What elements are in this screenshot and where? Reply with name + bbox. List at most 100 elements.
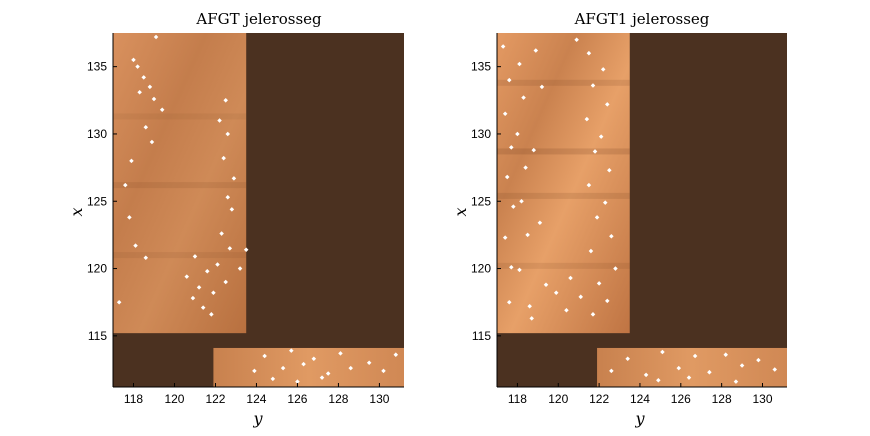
scatter-point bbox=[280, 365, 286, 371]
scatter-point bbox=[656, 378, 661, 383]
scatter-point bbox=[209, 312, 214, 317]
y-tick-label: 120 bbox=[471, 262, 491, 276]
scatter-point bbox=[772, 367, 778, 372]
scatter-point bbox=[517, 267, 522, 273]
y-tick-label: 115 bbox=[88, 329, 107, 343]
scatter-point bbox=[609, 368, 614, 374]
scatter-point bbox=[596, 281, 602, 286]
y-tick-label: 130 bbox=[87, 127, 107, 141]
y-tick-label: 120 bbox=[87, 262, 107, 276]
x-axis-label: y bbox=[634, 409, 645, 428]
x-tick-label: 126 bbox=[671, 392, 691, 406]
field-texture-band bbox=[497, 148, 630, 155]
heatmap-panel-afgt1: AFGT1 jelerosseg 118 120 122 124 126 128 130 1… bbox=[451, 10, 787, 428]
x-tick-label: 122 bbox=[205, 392, 225, 406]
scatter-point bbox=[215, 262, 220, 267]
scatter-point bbox=[733, 379, 739, 384]
plot-area bbox=[112, 33, 404, 388]
scatter-point bbox=[686, 375, 692, 380]
scatter-point bbox=[625, 356, 630, 361]
x-tick-label: 118 bbox=[124, 392, 143, 406]
scatter-point bbox=[568, 275, 573, 281]
scatter-point bbox=[739, 363, 745, 368]
scatter-point bbox=[252, 368, 257, 374]
x-tick-labels: 118 120 122 124 126 128 130 bbox=[508, 383, 773, 406]
chart-title: AFGT jelerosseg bbox=[195, 10, 322, 28]
field-texture-band bbox=[497, 79, 630, 86]
x-tick-labels: 118 120 122 124 126 128 130 bbox=[124, 383, 390, 406]
y-tick-label: 125 bbox=[87, 194, 107, 208]
y-axis-label: x bbox=[451, 207, 470, 216]
scatter-point bbox=[131, 57, 136, 63]
scatter-point bbox=[504, 174, 510, 180]
scatter-point bbox=[509, 145, 514, 150]
scatter-point bbox=[723, 352, 728, 357]
y-tick-labels: 115 120 125 130 135 bbox=[471, 60, 501, 343]
scatter-point bbox=[578, 294, 583, 300]
x-tick-label: 120 bbox=[548, 392, 568, 406]
scatter-point bbox=[509, 264, 514, 270]
y-tick-label: 125 bbox=[471, 194, 491, 208]
heatmap-field-region bbox=[497, 33, 630, 334]
scatter-point bbox=[381, 368, 386, 374]
heatmap-field-region bbox=[597, 347, 787, 387]
scatter-point bbox=[116, 299, 122, 305]
x-tick-label: 122 bbox=[589, 392, 609, 406]
heatmap-field-region bbox=[213, 347, 404, 387]
scatter-point bbox=[319, 375, 325, 380]
x-tick-label: 130 bbox=[369, 392, 389, 406]
scatter-point bbox=[529, 316, 534, 321]
scatter-point bbox=[123, 182, 128, 188]
scatter-point bbox=[348, 365, 353, 371]
field-texture-band bbox=[497, 262, 630, 269]
scatter-point bbox=[692, 353, 698, 359]
scatter-point bbox=[301, 361, 306, 367]
scatter-point bbox=[564, 308, 569, 313]
y-tick-label: 135 bbox=[471, 60, 491, 74]
scatter-point bbox=[211, 290, 216, 296]
scatter-point bbox=[295, 379, 300, 384]
scatter-point bbox=[223, 279, 228, 285]
scatter-point bbox=[643, 372, 649, 378]
chart-title: AFGT1 jelerosseg bbox=[574, 10, 710, 28]
scatter-point bbox=[506, 299, 512, 305]
scatter-point bbox=[200, 305, 206, 310]
scatter-point bbox=[527, 303, 532, 309]
scatter-point bbox=[366, 360, 372, 366]
x-tick-label: 128 bbox=[328, 392, 348, 406]
scatter-point bbox=[660, 349, 665, 355]
y-tick-label: 135 bbox=[87, 60, 107, 74]
x-tick-label: 128 bbox=[712, 392, 732, 406]
scatter-point bbox=[543, 282, 549, 287]
field-texture-band bbox=[113, 252, 247, 259]
x-axis-label: y bbox=[252, 409, 263, 428]
scatter-point bbox=[205, 268, 210, 274]
scatter-point bbox=[553, 290, 559, 296]
field-texture-band bbox=[113, 182, 247, 189]
y-axis-label: x bbox=[67, 207, 86, 216]
scatter-point bbox=[613, 266, 618, 271]
heatmap-field-region bbox=[113, 33, 247, 334]
scatter-point bbox=[153, 34, 159, 40]
scatter-point bbox=[338, 351, 343, 356]
scatter-point bbox=[756, 357, 761, 363]
scatter-point bbox=[262, 353, 267, 359]
plot-area bbox=[496, 33, 787, 388]
scatter-point bbox=[506, 77, 512, 83]
scatter-point bbox=[137, 89, 142, 95]
scatter-point bbox=[590, 312, 596, 317]
y-tick-labels: 115 120 125 130 135 bbox=[87, 60, 117, 343]
scatter-point bbox=[676, 365, 682, 371]
field-texture-band bbox=[113, 113, 247, 120]
scatter-point bbox=[605, 298, 610, 304]
x-tick-label: 126 bbox=[287, 392, 307, 406]
heatmap-panel-afgt: AFGT jelerosseg 118 120 122 124 126 128 130 11… bbox=[67, 10, 404, 428]
x-tick-label: 124 bbox=[630, 392, 650, 406]
y-tick-label: 115 bbox=[472, 329, 491, 343]
scatter-point bbox=[270, 376, 276, 382]
x-tick-label: 120 bbox=[164, 392, 184, 406]
scatter-point bbox=[325, 371, 331, 376]
x-tick-label: 130 bbox=[752, 392, 772, 406]
x-tick-label: 124 bbox=[246, 392, 266, 406]
